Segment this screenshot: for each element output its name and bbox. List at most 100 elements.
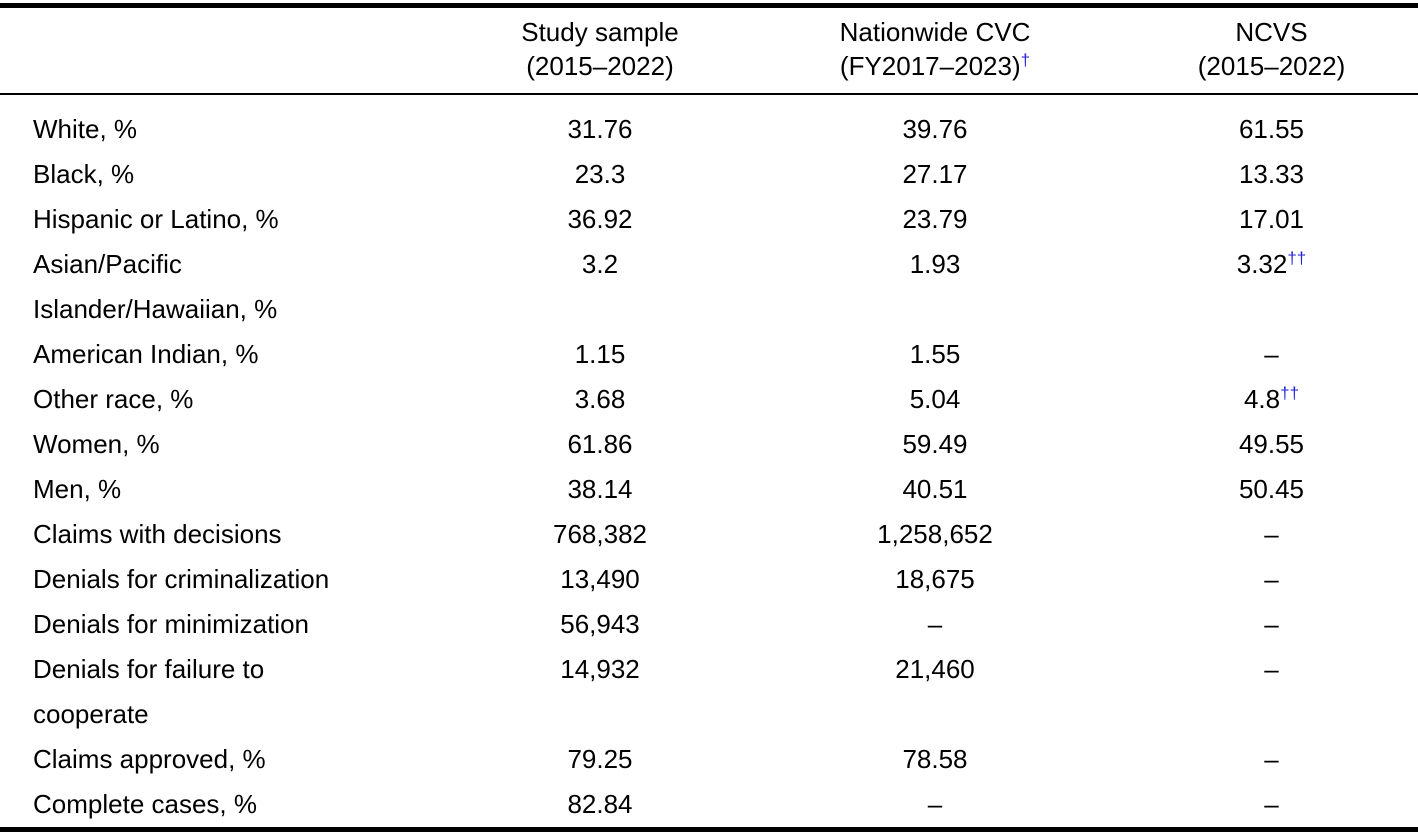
- cell-study-sample: 31.76: [455, 94, 745, 152]
- study-sample-value: 79.25: [567, 744, 633, 774]
- header-empty-cell: [0, 5, 455, 95]
- header-study-sample-line1: Study sample: [521, 17, 679, 47]
- study-sample-value: 3.68: [574, 384, 626, 414]
- row-label: Denials for criminalization: [0, 557, 455, 602]
- table-body: White, % 31.76 39.76 61.55 Black, % 23.3…: [0, 94, 1418, 830]
- table-row: Complete cases, % 82.84 – –: [0, 782, 1418, 830]
- row-label-line: Men, %: [33, 474, 122, 504]
- row-label: Claims approved, %: [0, 737, 455, 782]
- cell-study-sample: 14,932: [455, 647, 745, 737]
- row-label: Women, %: [0, 422, 455, 467]
- cell-nationwide-cvc: 1.93: [745, 242, 1125, 332]
- row-label-line: American Indian, %: [33, 339, 259, 369]
- cell-study-sample: 3.2: [455, 242, 745, 332]
- cell-nationwide-cvc: 59.49: [745, 422, 1125, 467]
- ncvs-value: 3.32: [1236, 249, 1288, 279]
- cell-ncvs: 13.33: [1125, 152, 1418, 197]
- cell-nationwide-cvc: 27.17: [745, 152, 1125, 197]
- row-label-line: Other race, %: [33, 384, 194, 414]
- header-ncvs-line2: (2015–2022): [1197, 51, 1346, 81]
- cell-study-sample: 61.86: [455, 422, 745, 467]
- nationwide-cvc-value: 40.51: [902, 474, 968, 504]
- ncvs-value: –: [1264, 609, 1279, 639]
- cell-ncvs: –: [1125, 782, 1418, 830]
- ncvs-value: 17.01: [1238, 204, 1305, 234]
- row-label-line: Claims with decisions: [33, 519, 282, 549]
- ncvs-value: –: [1264, 744, 1279, 774]
- cell-nationwide-cvc: 40.51: [745, 467, 1125, 512]
- study-sample-value: 82.84: [567, 789, 633, 819]
- cell-ncvs: 17.01: [1125, 197, 1418, 242]
- header-nationwide-cvc-line1: Nationwide CVC: [839, 17, 1031, 47]
- ncvs-value: –: [1264, 654, 1279, 684]
- row-label: American Indian, %: [0, 332, 455, 377]
- study-sample-value: 61.86: [567, 429, 633, 459]
- nationwide-cvc-value: –: [927, 789, 943, 819]
- header-study-sample-line2: (2015–2022): [526, 51, 674, 81]
- table-row: White, % 31.76 39.76 61.55: [0, 94, 1418, 152]
- nationwide-cvc-value: 39.76: [902, 114, 968, 144]
- cell-ncvs: 50.45: [1125, 467, 1418, 512]
- table-row: Claims with decisions 768,382 1,258,652 …: [0, 512, 1418, 557]
- ncvs-value: 13.33: [1238, 159, 1305, 189]
- header-nationwide-cvc-years: (FY2017–2023): [839, 51, 1021, 81]
- study-sample-value: 31.76: [567, 114, 633, 144]
- study-sample-value: 23.3: [574, 159, 626, 189]
- header-ncvs-line1: NCVS: [1235, 17, 1308, 47]
- nationwide-cvc-value: 18,675: [895, 564, 975, 594]
- cell-ncvs: –: [1125, 737, 1418, 782]
- cell-ncvs: –: [1125, 512, 1418, 557]
- header-nationwide-cvc: Nationwide CVC (FY2017–2023)†: [745, 5, 1125, 95]
- nationwide-cvc-value: 59.49: [902, 429, 968, 459]
- nationwide-cvc-value: 23.79: [902, 204, 968, 234]
- cell-study-sample: 768,382: [455, 512, 745, 557]
- study-sample-value: 14,932: [560, 654, 640, 684]
- nationwide-cvc-value: –: [927, 609, 943, 639]
- cell-study-sample: 82.84: [455, 782, 745, 830]
- row-label: Denials for minimization: [0, 602, 455, 647]
- row-label-line: White, %: [33, 114, 138, 144]
- table-row: Denials for failure to cooperate 14,932 2…: [0, 647, 1418, 737]
- study-sample-value: 768,382: [553, 519, 647, 549]
- row-label: Men, %: [0, 467, 455, 512]
- cell-ncvs: 61.55: [1125, 94, 1418, 152]
- ncvs-value: –: [1264, 564, 1279, 594]
- header-study-sample: Study sample (2015–2022): [455, 5, 745, 95]
- row-label: Hispanic or Latino, %: [0, 197, 455, 242]
- cell-ncvs: –: [1125, 557, 1418, 602]
- row-label-line: Women, %: [33, 429, 160, 459]
- table-row: Men, % 38.14 40.51 50.45: [0, 467, 1418, 512]
- study-sample-value: 3.2: [581, 249, 619, 279]
- row-label-line: Black, %: [33, 159, 135, 189]
- ncvs-value: –: [1264, 789, 1279, 819]
- nationwide-cvc-value: 5.04: [909, 384, 961, 414]
- row-label: Denials for failure to cooperate: [0, 647, 455, 737]
- ncvs-value: 61.55: [1238, 114, 1305, 144]
- row-label-line: Claims approved, %: [33, 744, 266, 774]
- cell-study-sample: 13,490: [455, 557, 745, 602]
- row-label-line: Denials for failure to: [33, 654, 265, 684]
- cell-study-sample: 36.92: [455, 197, 745, 242]
- row-label-line: cooperate: [33, 699, 149, 729]
- row-label: Other race, %: [0, 377, 455, 422]
- nationwide-cvc-value: 1.55: [909, 339, 961, 369]
- double-dagger-footnote-icon: ††: [1287, 248, 1307, 268]
- table-row: Denials for criminalization 13,490 18,67…: [0, 557, 1418, 602]
- row-label: White, %: [0, 94, 455, 152]
- table-row: Claims approved, % 79.25 78.58 –: [0, 737, 1418, 782]
- header-ncvs: NCVS (2015–2022): [1125, 5, 1418, 95]
- header-nationwide-cvc-line2: (FY2017–2023)†: [745, 49, 1125, 83]
- double-dagger-footnote-icon: ††: [1280, 383, 1300, 403]
- cell-ncvs: –: [1125, 332, 1418, 377]
- nationwide-cvc-value: 27.17: [902, 159, 968, 189]
- cell-study-sample: 23.3: [455, 152, 745, 197]
- cell-nationwide-cvc: –: [745, 782, 1125, 830]
- table-row: Asian/Pacific Islander/Hawaiian, % 3.2 1.…: [0, 242, 1418, 332]
- study-sample-value: 1.15: [574, 339, 626, 369]
- row-label-line: Complete cases, %: [33, 789, 257, 819]
- cell-study-sample: 3.68: [455, 377, 745, 422]
- cell-nationwide-cvc: 78.58: [745, 737, 1125, 782]
- cell-ncvs: 3.32††: [1125, 242, 1418, 332]
- table-row: Denials for minimization 56,943 – –: [0, 602, 1418, 647]
- table-row: American Indian, % 1.15 1.55 –: [0, 332, 1418, 377]
